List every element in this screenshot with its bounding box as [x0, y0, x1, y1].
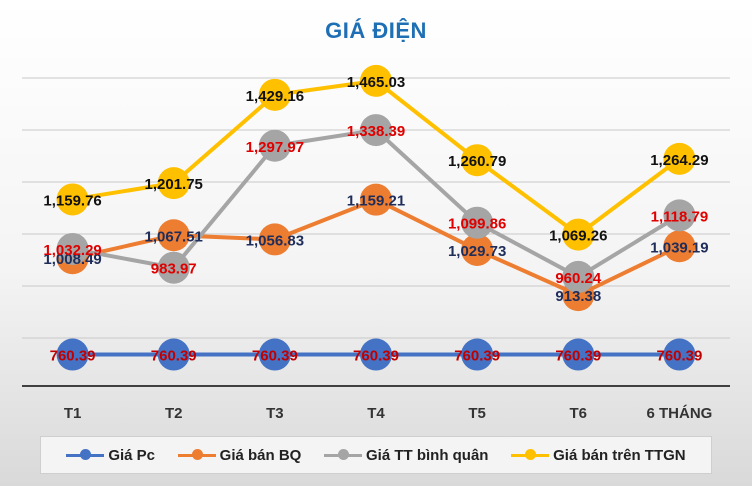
x-tick-label: T3 — [266, 405, 284, 422]
data-point — [258, 338, 291, 371]
data-label: 760.39 — [555, 348, 601, 365]
data-label: 1,069.26 — [549, 228, 607, 245]
plot-area: T1 T2 T3 T4 T5 T6 6 THÁNG 760.39 760.39 760.39 760… — [22, 64, 730, 422]
legend-item: Giá TT bình quân — [323, 446, 489, 464]
data-label: 1,032.29 — [43, 242, 101, 259]
data-point — [360, 183, 392, 216]
data-point — [360, 64, 392, 97]
data-label: 760.39 — [252, 348, 298, 365]
x-tick-label: T5 — [468, 405, 486, 422]
data-point — [360, 338, 392, 371]
data-label: 1,465.03 — [347, 74, 405, 91]
legend-label: Giá TT bình quân — [365, 446, 489, 464]
data-label: 960.24 — [555, 270, 602, 287]
data-point — [258, 129, 291, 162]
data-point — [562, 338, 595, 371]
legend-label: Giá Pc — [108, 446, 156, 464]
data-label: 983.97 — [151, 261, 197, 278]
data-point — [157, 338, 190, 371]
data-label: 1,118.79 — [651, 208, 709, 225]
data-label: 760.39 — [151, 348, 197, 365]
data-point — [157, 167, 190, 200]
data-label: 1,029.73 — [448, 243, 506, 260]
data-label: 1,039.19 — [650, 239, 708, 256]
data-label: 1,338.39 — [347, 123, 405, 140]
legend-label: Giá bán trên TTGN — [553, 446, 686, 464]
legend-item: Giá Pc — [66, 447, 155, 464]
data-point — [258, 78, 291, 111]
data-label: 760.39 — [353, 348, 399, 365]
x-tick-label: T1 — [64, 405, 82, 422]
x-tick-label: 6 THÁNG — [647, 405, 713, 422]
x-tick-label: T6 — [570, 405, 588, 422]
data-label: 1,260.79 — [448, 153, 506, 170]
chart-title: GIÁ ĐIỆN — [325, 18, 427, 43]
data-point — [56, 232, 89, 265]
data-label: 760.39 — [454, 348, 500, 365]
data-point — [562, 218, 595, 251]
legend: Giá Pc Giá bán BQ Giá TT bình quân Giá bán … — [40, 436, 712, 474]
data-label: 1,159.76 — [43, 192, 101, 209]
data-label: 1,297.97 — [246, 139, 304, 156]
legend-item: Giá bán BQ — [177, 446, 302, 464]
data-label: 913.38 — [555, 288, 601, 305]
legend-swatch — [323, 449, 362, 461]
data-point — [562, 260, 595, 293]
legend-item: Giá bán trên TTGN — [511, 447, 686, 464]
data-point — [258, 223, 291, 256]
data-label: 1,264.29 — [650, 152, 708, 169]
data-point — [461, 338, 494, 371]
data-point — [56, 338, 89, 371]
data-label: 1,159.21 — [347, 193, 405, 210]
x-tick-label: T2 — [165, 405, 183, 422]
data-point — [663, 199, 696, 232]
data-point — [157, 251, 190, 284]
legend-swatch — [66, 449, 105, 461]
data-label: 1,099.86 — [448, 216, 506, 233]
data-label: 1,067.51 — [145, 228, 203, 245]
x-tick-label: T4 — [367, 405, 385, 422]
data-label: 760.39 — [656, 348, 702, 365]
data-point — [663, 230, 696, 263]
data-label: 1,201.75 — [145, 176, 203, 193]
data-label: 1,008.49 — [43, 251, 101, 268]
legend-swatch — [177, 449, 216, 461]
data-label: 760.39 — [50, 348, 96, 365]
legend-label: Giá bán BQ — [219, 446, 302, 464]
data-label: 1,429.16 — [246, 88, 304, 105]
data-point — [663, 338, 696, 371]
data-point — [360, 114, 392, 147]
legend-swatch — [511, 449, 550, 461]
data-point — [461, 206, 494, 239]
data-point — [461, 233, 494, 266]
data-point — [157, 219, 190, 252]
data-point — [56, 183, 89, 216]
data-point — [461, 144, 494, 177]
data-label: 1,056.83 — [246, 232, 304, 249]
data-point — [663, 142, 696, 175]
